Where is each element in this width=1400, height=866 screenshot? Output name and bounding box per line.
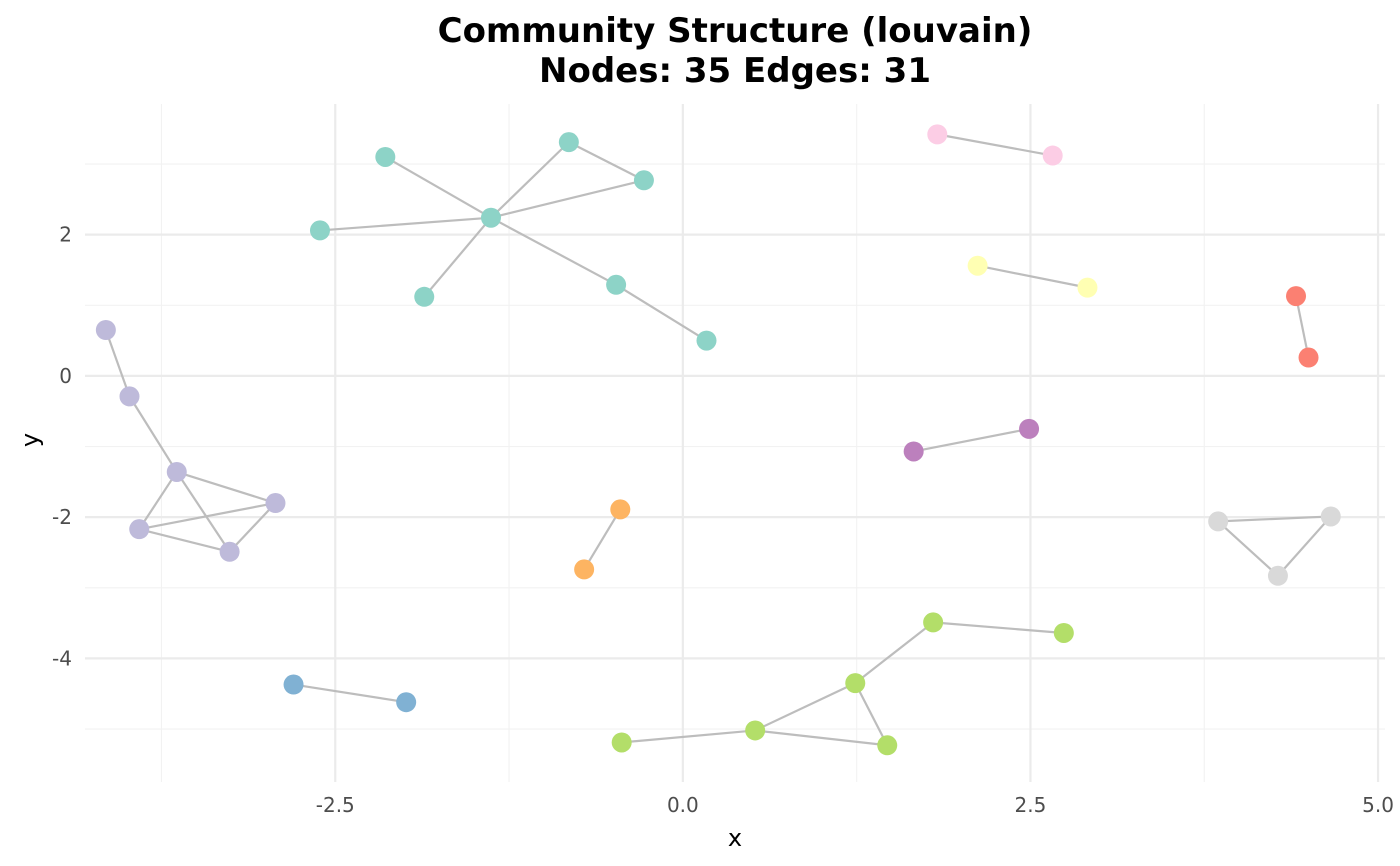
network-edge [175, 471, 231, 553]
network-node [265, 493, 286, 514]
network-node [219, 541, 240, 562]
network-node [414, 286, 435, 307]
network-node [283, 674, 304, 695]
x-axis-ticks: -2.5 0.0 2.5 5.0 [316, 793, 1394, 817]
network-node [574, 559, 595, 580]
network-edge [754, 682, 856, 732]
network-edge [384, 156, 492, 219]
network-edge [128, 395, 178, 473]
network-node [845, 673, 866, 694]
y-tick-label: -4 [52, 646, 72, 670]
network-node [1208, 511, 1229, 532]
network-edge [1277, 515, 1332, 577]
y-tick-label: 2 [59, 223, 72, 247]
node-layer [95, 124, 1341, 756]
network-node [119, 386, 140, 407]
network-edge [1294, 295, 1310, 358]
network-edge [583, 508, 622, 570]
network-node [611, 732, 632, 753]
network-node [1267, 565, 1288, 586]
minor-gridlines [85, 104, 1385, 782]
network-edge [138, 528, 230, 553]
network-node [696, 330, 717, 351]
network-edge [104, 329, 131, 397]
network-node [480, 207, 501, 228]
network-node [1077, 277, 1098, 298]
x-axis-title: x [728, 824, 742, 852]
network-node [95, 320, 116, 340]
network-node [877, 735, 898, 756]
y-tick-label: 0 [59, 364, 72, 388]
network-node [129, 519, 150, 540]
network-node [309, 220, 330, 241]
network-node [927, 124, 948, 145]
network-node [633, 170, 654, 191]
network-edge [139, 501, 276, 531]
x-tick-label: 2.5 [1015, 793, 1047, 817]
network-edge [854, 682, 889, 746]
network-edge [913, 427, 1030, 453]
network-node [1320, 506, 1341, 527]
network-node [903, 441, 924, 462]
y-axis-ticks: 2 0 -2 -4 [52, 223, 72, 671]
y-axis-title: y [16, 433, 44, 447]
network-edge [490, 141, 570, 219]
x-tick-label: 0.0 [667, 793, 699, 817]
x-tick-label: 5.0 [1362, 793, 1394, 817]
network-node [1298, 347, 1319, 368]
chart-title-line2: Nodes: 35 Edges: 31 [539, 51, 931, 91]
network-edge [977, 264, 1088, 289]
network-edge [490, 179, 645, 219]
chart-title-line1: Community Structure (louvain) [438, 11, 1033, 51]
network-node [558, 132, 579, 153]
network-edge [615, 283, 708, 342]
network-edge [755, 729, 888, 747]
x-tick-label: -2.5 [316, 793, 355, 817]
network-node [923, 612, 944, 633]
network-node [1286, 286, 1307, 307]
network-node [166, 461, 187, 482]
network-edge [138, 471, 178, 530]
network-node [745, 720, 766, 741]
network-edge [937, 133, 1053, 157]
network-edge [854, 621, 934, 684]
network-edge [293, 683, 407, 704]
network-node [375, 146, 396, 167]
network-edge [621, 729, 756, 744]
network-edge [933, 621, 1064, 635]
network-node [1019, 418, 1040, 439]
network-edge [228, 502, 277, 553]
network-edge [423, 216, 492, 298]
network-edge [568, 141, 645, 182]
network-node [967, 255, 988, 276]
network-edge [1218, 515, 1331, 523]
y-tick-label: -2 [52, 505, 72, 529]
network-edge [490, 216, 617, 286]
major-gridlines [85, 104, 1385, 782]
network-edge [319, 216, 492, 232]
network-edge [1217, 520, 1279, 577]
network-node [396, 692, 417, 713]
network-node [606, 274, 627, 295]
network-node [1042, 145, 1063, 166]
edge-layer [104, 133, 1332, 747]
network-node [1053, 622, 1074, 643]
network-node [610, 499, 631, 520]
network-edge [176, 470, 276, 505]
